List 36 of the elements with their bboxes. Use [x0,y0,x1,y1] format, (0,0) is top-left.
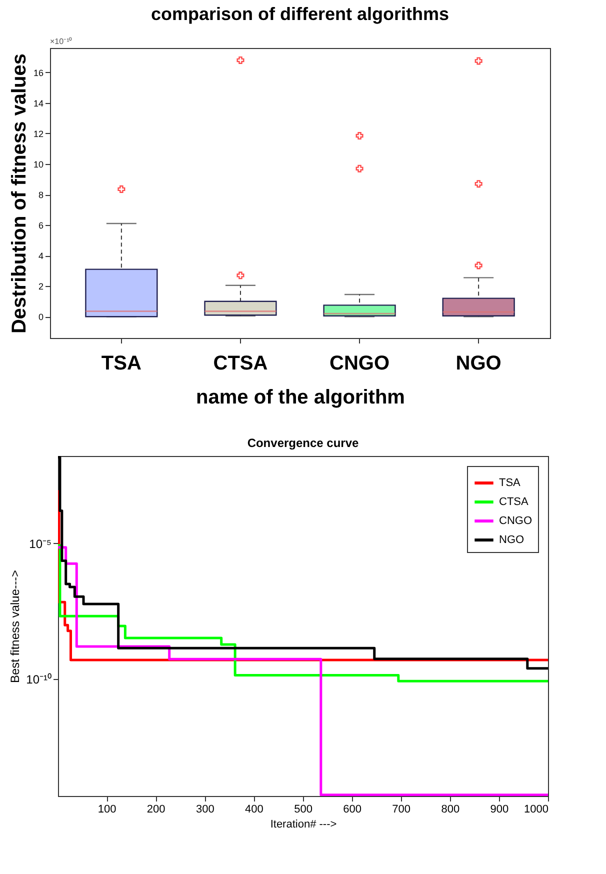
y-tick-label: 6 [38,220,44,231]
x-tick-label: 600 [343,804,362,816]
legend-label: CNGO [499,515,532,527]
x-axis-title: Iteration# ---> [270,818,337,830]
x-tick-label: 900 [490,804,509,816]
x-tick-label: 1000 [524,804,548,816]
y-tick-label: 10⁻¹⁰ [26,672,52,687]
y-tick-label: 10⁻⁵ [29,536,52,551]
x-tick-label: 400 [245,804,264,816]
x-tick-label: TSA [101,352,142,374]
legend-label: TSA [499,477,522,489]
legend-label: CTSA [499,496,529,508]
x-tick-label: CNGO [330,352,390,374]
y-tick-label: 4 [38,251,44,262]
x-tick-label: 200 [146,804,166,816]
chart-title: Convergence curve [247,436,360,450]
y-tick-label: 2 [38,282,44,292]
x-tick-label: NGO [456,352,502,374]
y-tick-label: 14 [33,98,44,108]
y-tick-label: 16 [33,68,44,78]
x-tick-label: 700 [392,804,411,816]
x-axis-title: name of the algorithm [196,386,405,408]
x-tick-label: 800 [441,804,460,816]
x-tick-label: 100 [98,804,116,816]
y-tick-label: 0 [38,312,44,322]
legend-label: NGO [499,534,524,546]
x-tick-label: CTSA [213,352,268,374]
y-axis-title: Destribution of fitness values [8,53,30,334]
y-tick-label: 8 [38,190,44,200]
x-tick-label: 500 [294,804,312,816]
y-axis-title: Best fitness value---> [8,570,22,684]
y-tick-label: 10 [33,160,44,170]
chart-title: comparison of different algorithms [150,4,450,24]
y-tick-label: 12 [33,128,44,139]
x-tick-label: 300 [196,804,214,816]
text: ×10⁻¹⁰ [50,37,72,46]
